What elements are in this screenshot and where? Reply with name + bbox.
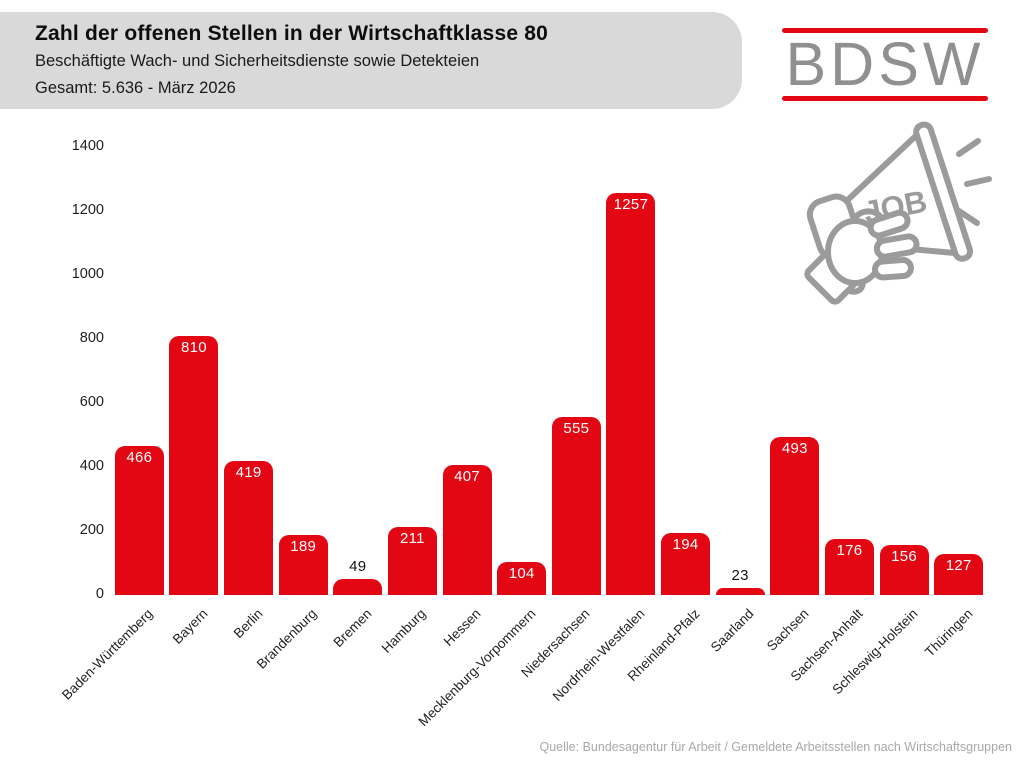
y-axis-tick: 600 — [79, 394, 104, 410]
total-line: Gesamt: 5.636 - März 2026 — [35, 79, 236, 97]
bar — [497, 561, 547, 595]
sound-line-icon — [964, 176, 992, 187]
job-megaphone-icon: JOB — [804, 121, 992, 305]
bar — [661, 532, 711, 595]
bar-value-label: 104 — [508, 564, 535, 582]
bar-value-label: 127 — [945, 557, 972, 575]
y-axis-tick: 1000 — [71, 266, 104, 282]
logo-bottom-bar — [782, 96, 988, 101]
bar-value-label: 493 — [781, 440, 808, 458]
sound-line-icon — [956, 208, 980, 226]
y-axis-tick: 200 — [79, 522, 104, 538]
bar-value-label: 194 — [672, 535, 699, 553]
sound-line-icon — [956, 138, 981, 157]
bar-value-label: 810 — [180, 338, 207, 356]
bar-value-label: 466 — [126, 448, 153, 466]
bar — [715, 587, 765, 595]
bar — [606, 192, 656, 595]
bar-value-label: 176 — [836, 541, 863, 559]
page-subtitle: Beschäftigte Wach- und Sicherheitsdienst… — [35, 52, 480, 70]
bar-value-label: 23 — [731, 566, 749, 584]
y-axis-tick: 0 — [95, 586, 104, 602]
bar-value-label: 555 — [563, 420, 590, 438]
source-note: Quelle: Bundesagentur für Arbeit / Gemel… — [539, 740, 1013, 754]
y-axis-tick: 1200 — [71, 202, 104, 218]
hand-icon — [804, 208, 920, 305]
y-axis-tick: 800 — [79, 330, 104, 346]
bar — [879, 545, 929, 595]
bar — [442, 464, 492, 595]
page-title: Zahl der offenen Stellen in der Wirtscha… — [35, 22, 548, 45]
y-axis-tick: 400 — [79, 458, 104, 474]
bar — [770, 437, 820, 595]
bar-value-label: 189 — [290, 537, 317, 555]
bar-value-label: 156 — [891, 548, 918, 566]
bar — [387, 527, 437, 595]
bar — [934, 554, 984, 595]
logo-top-bar — [782, 28, 988, 33]
logo-text: BDSW — [785, 30, 985, 98]
bar-value-label: 1257 — [613, 195, 649, 213]
bar — [114, 445, 164, 595]
bar — [278, 534, 328, 595]
bar-value-label: 419 — [235, 463, 262, 481]
bar — [333, 579, 383, 595]
bar — [824, 538, 874, 595]
bar — [169, 335, 219, 595]
bar-value-label: 211 — [400, 530, 425, 548]
bar — [224, 460, 274, 595]
bar-value-label: 49 — [349, 558, 367, 576]
bar-value-label: 407 — [454, 467, 481, 485]
bar — [551, 417, 601, 595]
header-card: Zahl der offenen Stellen in der Wirtscha… — [0, 12, 742, 109]
bdsw-logo: BDSW — [782, 26, 988, 104]
y-axis-tick: 1400 — [71, 138, 104, 154]
